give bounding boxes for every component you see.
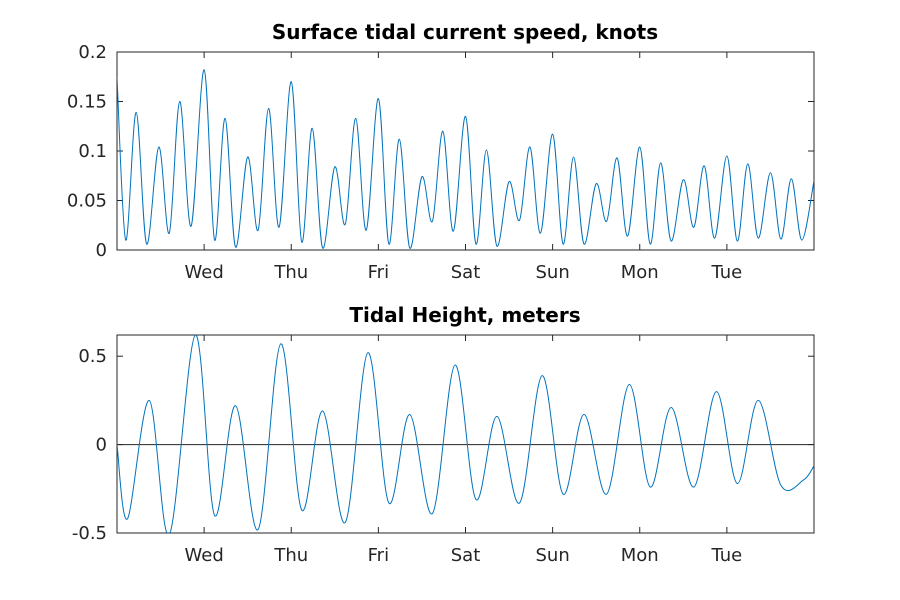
current-speed-x-tick-label: Thu	[273, 262, 308, 283]
tidal-height-y-tick-label: -0.5	[72, 523, 107, 544]
current-speed-x-tick-label: Mon	[621, 262, 659, 283]
current-speed-title: Surface tidal current speed, knots	[272, 20, 658, 44]
tidal-height-x-tick-label: Sun	[536, 545, 570, 566]
tidal-height-x-tick-label: Tue	[711, 545, 743, 566]
current-speed-y-tick-label: 0.15	[67, 92, 107, 113]
tidal-height-axes: Tidal Height, meters -0.5 0 0.5 Wed Thu Fri S…	[72, 303, 815, 566]
current-speed-x-tick-label: Sat	[451, 262, 481, 283]
current-speed-axes: Surface tidal current speed, knots 0 0.05…	[67, 20, 815, 283]
current-speed-x-tick-label: Sun	[536, 262, 570, 283]
tidal-height-y-tick-label: 0.5	[78, 346, 107, 367]
current-speed-plot-area	[116, 51, 815, 251]
current-speed-x-ticks: Wed Thu Fri Sat Sun Mon Tue	[185, 52, 743, 283]
tidal-height-x-ticks: Wed Thu Fri Sat Sun Mon Tue	[185, 335, 743, 566]
tidal-height-title: Tidal Height, meters	[349, 303, 580, 327]
tidal-height-y-ticks: -0.5 0 0.5	[72, 346, 814, 544]
current-speed-y-tick-label: 0.05	[67, 191, 107, 212]
current-speed-y-tick-label: 0	[96, 240, 107, 261]
current-speed-y-tick-label: 0.1	[78, 141, 107, 162]
tidal-height-x-tick-label: Fri	[368, 545, 389, 566]
current-speed-x-tick-label: Tue	[711, 262, 743, 283]
current-speed-line	[117, 69, 814, 249]
tidal-height-x-tick-label: Thu	[273, 545, 308, 566]
current-speed-y-tick-label: 0.2	[78, 42, 107, 63]
tidal-height-line	[117, 335, 814, 533]
tidal-height-x-tick-label: Sat	[451, 545, 481, 566]
tidal-height-y-tick-label: 0	[96, 435, 107, 456]
current-speed-x-tick-label: Wed	[185, 262, 224, 283]
tidal-height-x-tick-label: Mon	[621, 545, 659, 566]
tidal-height-x-tick-label: Wed	[185, 545, 224, 566]
current-speed-x-tick-label: Fri	[368, 262, 389, 283]
current-speed-y-ticks: 0 0.05 0.1 0.15 0.2	[67, 42, 814, 261]
tidal-height-plot-area	[116, 334, 815, 534]
